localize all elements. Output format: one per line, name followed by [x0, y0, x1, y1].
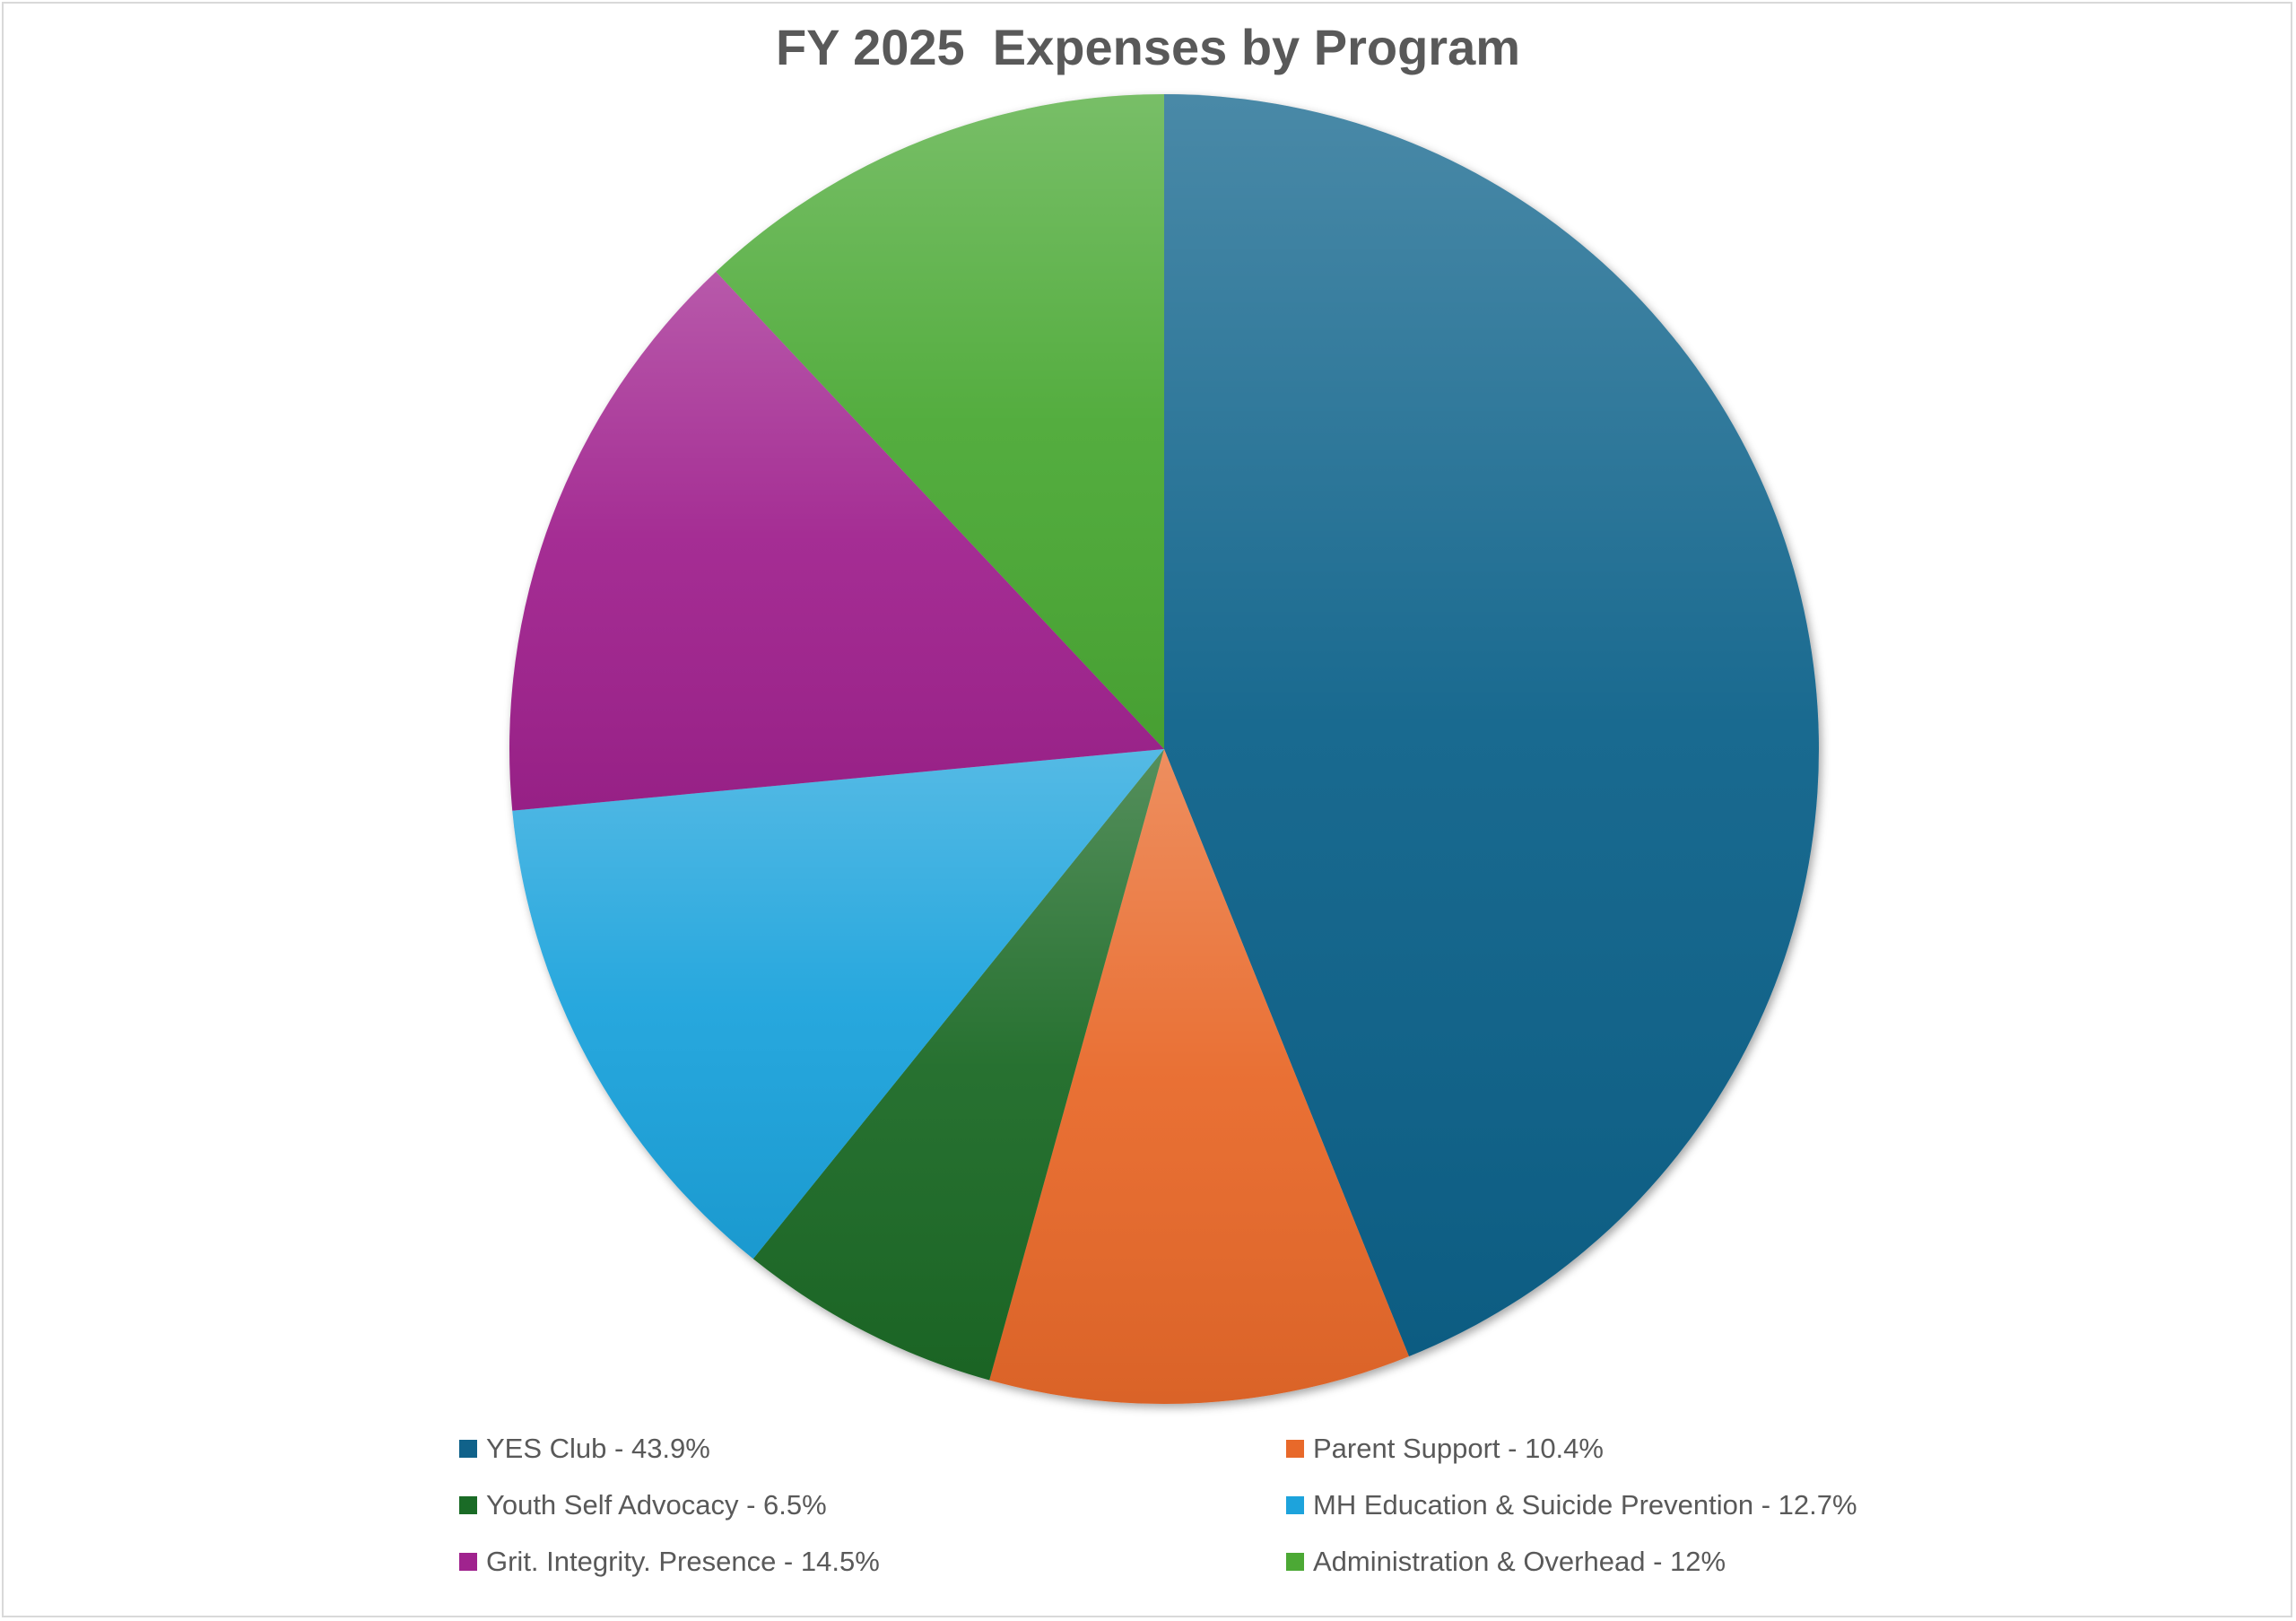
legend-swatch	[459, 1553, 477, 1571]
legend-item: YES Club - 43.9%	[459, 1426, 710, 1471]
legend-label: Administration & Overhead - 12%	[1313, 1546, 1726, 1577]
pie-slice-sheen	[512, 749, 1164, 1259]
legend-label: Youth Self Advocacy - 6.5%	[486, 1489, 827, 1521]
pie-slice-sheen	[989, 749, 1409, 1405]
legend-swatch	[459, 1440, 477, 1458]
pie-slice-sheen	[1164, 94, 1819, 1357]
legend-item: Grit. Integrity. Presence - 14.5%	[459, 1539, 880, 1584]
legend-swatch	[1286, 1553, 1304, 1571]
legend-label: MH Education & Suicide Prevention - 12.7…	[1313, 1489, 1857, 1521]
legend-label: Grit. Integrity. Presence - 14.5%	[486, 1546, 880, 1577]
legend-swatch	[1286, 1496, 1304, 1514]
legend-item: Parent Support - 10.4%	[1286, 1426, 1604, 1471]
legend-item: MH Education & Suicide Prevention - 12.7…	[1286, 1483, 1857, 1528]
legend-swatch	[459, 1496, 477, 1514]
pie-slice-sheen	[716, 94, 1164, 749]
legend-swatch	[1286, 1440, 1304, 1458]
chart-title: FY 2025 Expenses by Program	[775, 19, 1521, 75]
legend-label: YES Club - 43.9%	[486, 1433, 710, 1464]
legend-item: Administration & Overhead - 12%	[1286, 1539, 1726, 1584]
legend-item: Youth Self Advocacy - 6.5%	[459, 1483, 827, 1528]
pie-slice-sheen	[509, 271, 1164, 811]
pie-slice-sheen	[752, 749, 1164, 1381]
legend-label: Parent Support - 10.4%	[1313, 1433, 1604, 1464]
